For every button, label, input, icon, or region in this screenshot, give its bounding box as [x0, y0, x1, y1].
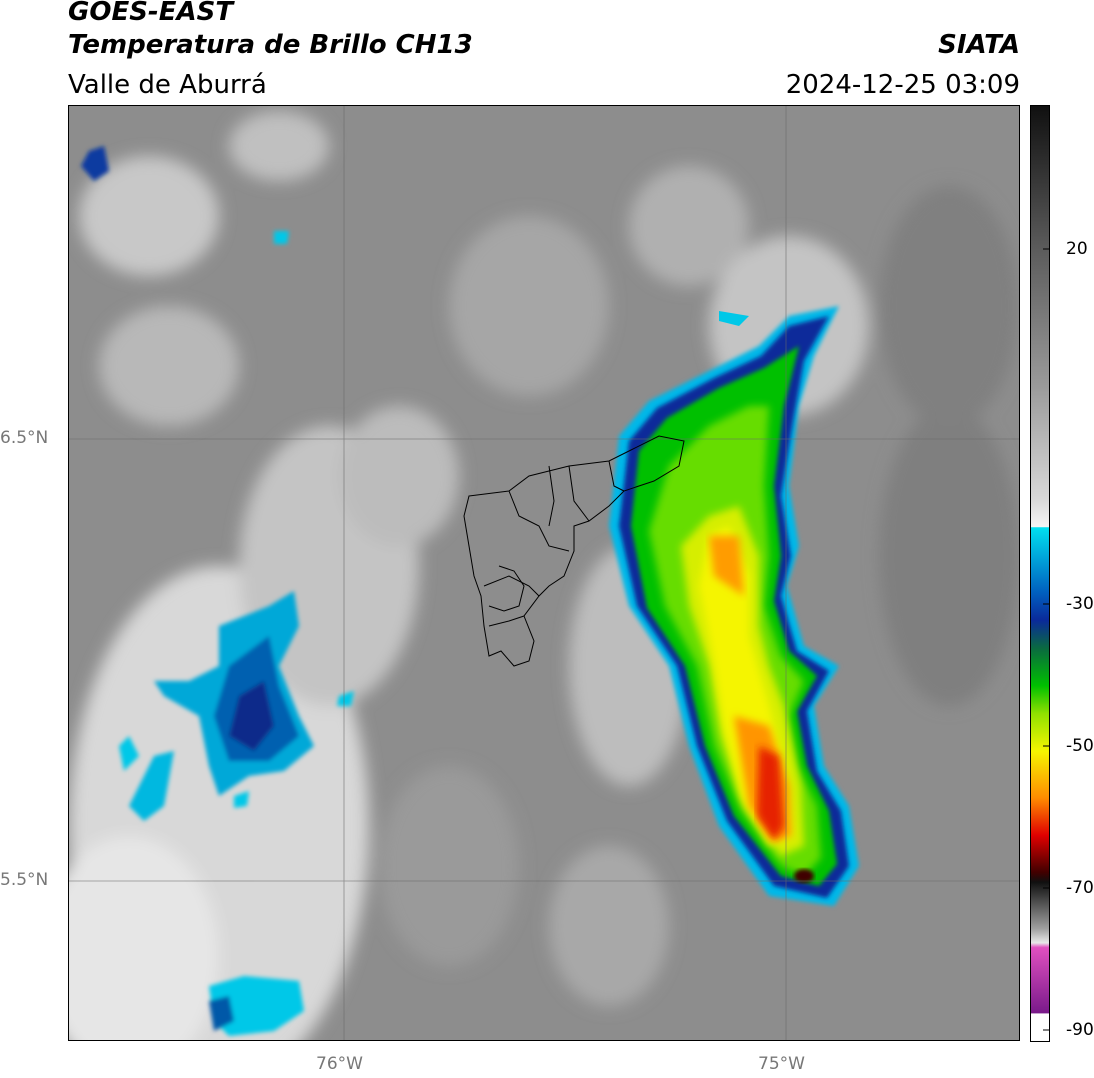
satellite-map	[68, 105, 1020, 1041]
product-title: Temperatura de Brillo CH13	[68, 30, 473, 60]
colorbar-tick-minus90: -90	[1066, 1020, 1094, 1040]
colorbar-tick-20: 20	[1066, 239, 1088, 259]
brightness-temperature-image	[69, 106, 1019, 1040]
map-gridlines	[69, 106, 1019, 1040]
agency-label: SIATA	[938, 30, 1020, 60]
satellite-title: GOES-EAST	[68, 0, 234, 27]
lat-tick-5-5n: 5.5°N	[0, 870, 49, 890]
colorbar-tick-minus50: -50	[1066, 736, 1094, 756]
region-subtitle: Valle de Aburrá	[68, 70, 267, 100]
lat-tick-6-5n: 6.5°N	[0, 428, 49, 448]
lon-tick-76w: 76°W	[316, 1054, 363, 1074]
cold-cloud-west	[81, 146, 354, 1036]
colorbar-gradient	[1031, 106, 1049, 1041]
colorbar-tick-minus70: -70	[1066, 878, 1094, 898]
valle-de-aburra-boundaries	[463, 435, 685, 667]
temperature-colorbar	[1030, 105, 1050, 1042]
colorbar-tick-minus30: -30	[1066, 594, 1094, 614]
datetime-label: 2024-12-25 03:09	[785, 70, 1020, 100]
lon-tick-75w: 75°W	[758, 1054, 805, 1074]
convective-cloud-system	[609, 306, 859, 906]
